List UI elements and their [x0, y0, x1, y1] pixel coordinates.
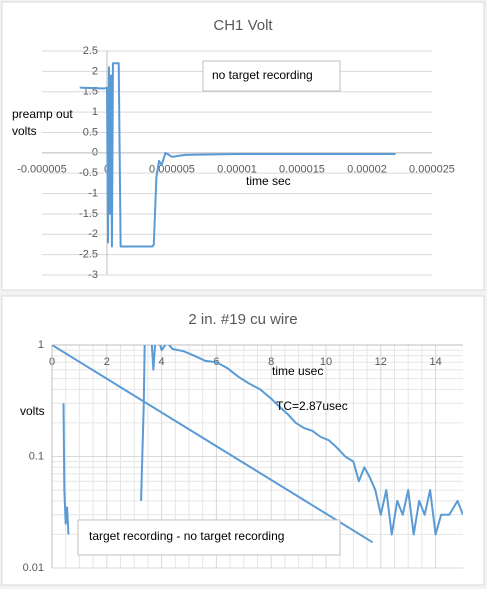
y-axis-label: volts — [20, 404, 45, 418]
x-axis-label: time sec — [246, 174, 291, 188]
y-tick-label: -1 — [88, 187, 98, 199]
y-tick-label: -3 — [88, 269, 98, 281]
annotation-box — [77, 519, 341, 556]
x-tick-label: 0.00002 — [347, 164, 387, 176]
y-tick-label: 0.01 — [23, 562, 44, 574]
chart-area — [1, 1, 485, 291]
x-tick-label: 12 — [375, 356, 387, 368]
chart-title: 2 in. #19 cu wire — [188, 311, 297, 328]
y-tick-label: -2 — [88, 228, 98, 240]
y-axis-label: preamp out volts — [12, 107, 73, 138]
data-line — [62, 345, 463, 536]
x-tick-label: 2 — [104, 356, 110, 368]
y-tick-label: -2.5 — [79, 249, 98, 261]
chart-title: CH1 Volt — [213, 17, 273, 34]
y-tick-label: -0.5 — [79, 167, 98, 179]
x-tick-label: 10 — [320, 356, 332, 368]
annotation: TC=2.87usec — [276, 399, 348, 413]
x-tick-label: 0.000005 — [149, 164, 195, 176]
x-tick-label: 8 — [268, 356, 274, 368]
y-tick-label: 2.5 — [83, 45, 98, 57]
y-tick-label: 1 — [38, 339, 44, 351]
y-axis-label-text: preamp out volts — [12, 107, 73, 138]
x-tick-label: 0.00001 — [217, 164, 257, 176]
x-tick-label: 4 — [159, 356, 165, 368]
x-axis-label: time usec — [272, 364, 323, 378]
y-tick-label: 1 — [92, 106, 98, 118]
y-tick-label: 2 — [92, 65, 98, 77]
x-tick-label: 14 — [429, 356, 441, 368]
annotation: no target recording — [212, 68, 313, 82]
y-tick-label: 0.5 — [83, 126, 98, 138]
annotation-box — [202, 60, 341, 92]
data-line — [79, 62, 396, 248]
data-line — [52, 345, 374, 544]
x-tick-label: -0.000005 — [17, 164, 67, 176]
x-tick-label: 0.000025 — [409, 164, 455, 176]
x-tick-label: 0.000015 — [279, 164, 325, 176]
annotation: target recording - no target recording — [89, 529, 284, 543]
y-tick-label: 0.1 — [29, 450, 44, 462]
y-tick-label: -1.5 — [79, 208, 98, 220]
